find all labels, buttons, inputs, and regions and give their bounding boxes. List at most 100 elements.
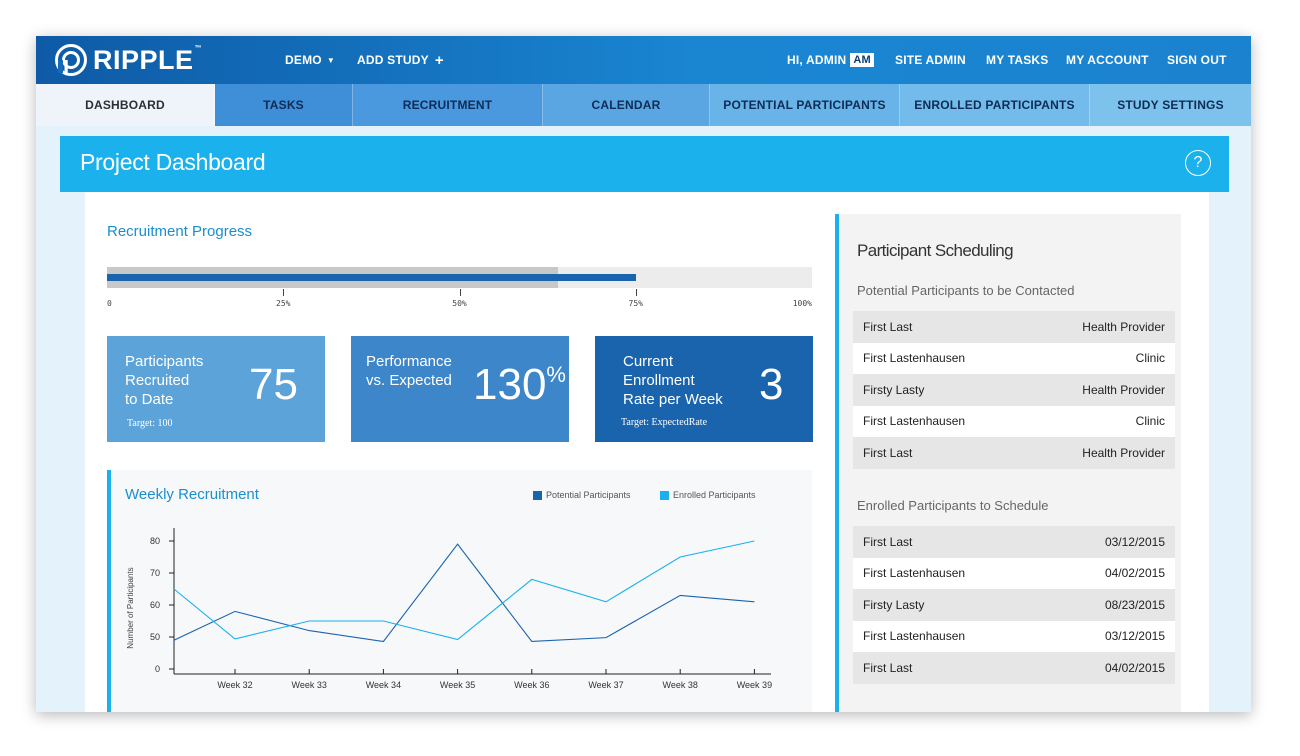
legend-enrolled: Enrolled Participants bbox=[660, 490, 756, 500]
x-tick-label: Week 38 bbox=[663, 680, 698, 690]
tab-study-settings[interactable]: STUDY SETTINGS bbox=[1090, 84, 1251, 126]
tab-recruitment[interactable]: RECRUITMENT bbox=[353, 84, 543, 126]
x-tick-label: Week 33 bbox=[292, 680, 327, 690]
contacted-table: First Last Health Provider First Lastenhau… bbox=[853, 311, 1175, 469]
x-tick-label: Week 32 bbox=[217, 680, 252, 690]
enrolled-row[interactable]: First Last 04/02/2015 bbox=[853, 652, 1175, 684]
tab-calendar[interactable]: CALENDAR bbox=[543, 84, 710, 126]
site-admin-link[interactable]: SITE ADMIN bbox=[895, 53, 966, 67]
contacted-row[interactable]: First Last Health Provider bbox=[853, 437, 1175, 469]
top-bar: RIPPLE™ DEMO ▼ ADD STUDY + HI, ADMIN AM … bbox=[36, 36, 1251, 84]
ripple-logo-icon bbox=[55, 44, 87, 76]
dashboard-content: Recruitment Progress 0 25% 50% 75% 100% Part… bbox=[85, 192, 1209, 712]
x-tick-label: Week 34 bbox=[366, 680, 401, 690]
x-tick-label: Week 37 bbox=[588, 680, 623, 690]
participant-scheduling-panel: Participant Scheduling Potential Partici… bbox=[835, 214, 1181, 712]
progress-tick bbox=[283, 289, 285, 296]
legend-potential: Potential Participants bbox=[533, 490, 631, 500]
page-header: Project Dashboard ? bbox=[60, 136, 1229, 192]
enrolled-table: First Last 03/12/2015 First Lastenhausen 04… bbox=[853, 526, 1175, 684]
stat-target: Target: ExpectedRate bbox=[621, 417, 708, 428]
stat-value-performance: 130% bbox=[473, 360, 566, 409]
participant-name: Firsty Lasty bbox=[863, 382, 925, 397]
progress-tick bbox=[635, 289, 637, 296]
x-tick-label: Week 39 bbox=[737, 680, 772, 690]
progress-tick-label: 100% bbox=[792, 299, 812, 308]
participant-source: Health Provider bbox=[1082, 382, 1165, 397]
main-tabs: DASHBOARD TASKS RECRUITMENT CALENDAR POT… bbox=[36, 84, 1251, 126]
contacted-row[interactable]: First Lastenhausen Clinic bbox=[853, 342, 1175, 374]
stat-value-rate: 3 bbox=[759, 360, 784, 409]
ripple-logo[interactable]: RIPPLE™ bbox=[54, 42, 202, 78]
y-tick-label: 50 bbox=[150, 632, 160, 642]
tab-tasks[interactable]: TASKS bbox=[215, 84, 353, 126]
stat-target: Target: 100 bbox=[127, 418, 173, 429]
legend-swatch bbox=[660, 490, 669, 500]
contacted-row[interactable]: First Lastenhausen Clinic bbox=[853, 405, 1175, 437]
my-account-link[interactable]: MY ACCOUNT bbox=[1066, 53, 1149, 67]
demo-label: DEMO bbox=[285, 53, 322, 67]
enrolled-row[interactable]: Firsty Lasty 08/23/2015 bbox=[853, 589, 1175, 621]
brand-name: RIPPLE™ bbox=[93, 44, 203, 75]
schedule-date: 08/23/2015 bbox=[1104, 597, 1165, 612]
add-study-button[interactable]: ADD STUDY + bbox=[357, 36, 444, 84]
enrolled-title: Enrolled Participants to Schedule bbox=[857, 498, 1049, 513]
series-line-enrolled bbox=[173, 540, 755, 641]
participant-name: First Last bbox=[863, 445, 913, 460]
contacted-row[interactable]: First Last Health Provider bbox=[853, 311, 1175, 343]
stat-label: Performance vs. Expected bbox=[366, 353, 452, 389]
enrolled-row[interactable]: First Lastenhausen 03/12/2015 bbox=[853, 620, 1175, 652]
participant-name: Firsty Lasty bbox=[863, 597, 925, 612]
participant-source: Health Provider bbox=[1082, 319, 1165, 334]
progress-tick bbox=[459, 289, 461, 296]
x-tick-label: Week 35 bbox=[440, 680, 475, 690]
participant-name: First Last bbox=[863, 534, 913, 549]
participant-name: First Last bbox=[863, 660, 913, 675]
tab-dashboard[interactable]: DASHBOARD bbox=[36, 84, 215, 126]
contacted-row[interactable]: Firsty Lasty Health Provider bbox=[853, 374, 1175, 406]
y-tick-label: 80 bbox=[150, 536, 160, 546]
user-greeting: HI, ADMIN AM bbox=[787, 36, 874, 84]
stat-value-recruited: 75 bbox=[249, 360, 298, 409]
stat-card-recruited: Participants Recruited to Date 75 Target… bbox=[107, 336, 325, 442]
schedule-date: 04/02/2015 bbox=[1104, 660, 1165, 675]
sign-out-link[interactable]: SIGN OUT bbox=[1167, 53, 1227, 67]
progress-actual-fill bbox=[107, 274, 636, 281]
enrolled-row[interactable]: First Lastenhausen 04/02/2015 bbox=[853, 557, 1175, 589]
tab-potential-participants[interactable]: POTENTIAL PARTICIPANTS bbox=[710, 84, 900, 126]
user-avatar[interactable]: AM bbox=[850, 53, 874, 67]
page-title: Project Dashboard bbox=[80, 149, 266, 175]
y-tick-label: 60 bbox=[150, 600, 160, 610]
participant-source: Health Provider bbox=[1082, 445, 1165, 460]
contacted-title: Potential Participants to be Contacted bbox=[857, 283, 1075, 298]
progress-tick-label: 25% bbox=[276, 299, 291, 308]
weekly-recruitment-panel: Weekly Recruitment Potential Participant… bbox=[107, 470, 812, 712]
add-study-label: ADD STUDY bbox=[357, 53, 429, 67]
schedule-date: 03/12/2015 bbox=[1104, 629, 1165, 644]
schedule-date: 03/12/2015 bbox=[1104, 534, 1165, 549]
scheduling-title: Participant Scheduling bbox=[857, 241, 1014, 260]
tab-enrolled-participants[interactable]: ENROLLED PARTICIPANTS bbox=[900, 84, 1090, 126]
demo-menu[interactable]: DEMO ▼ bbox=[285, 36, 335, 84]
stat-card-performance: Performance vs. Expected 130% bbox=[351, 336, 569, 442]
schedule-date: 04/02/2015 bbox=[1104, 566, 1165, 581]
participant-name: First Lastenhausen bbox=[863, 351, 966, 366]
participant-source: Clinic bbox=[1135, 351, 1165, 366]
participant-source: Clinic bbox=[1135, 414, 1165, 429]
stat-card-enrollment-rate: Current Enrollment Rate per Week 3 Targe… bbox=[595, 336, 813, 442]
participant-name: First Lastenhausen bbox=[863, 566, 966, 581]
legend-swatch bbox=[533, 490, 542, 500]
recruitment-progress-bar bbox=[107, 267, 812, 288]
plus-icon: + bbox=[434, 51, 444, 69]
app-window: RIPPLE™ DEMO ▼ ADD STUDY + HI, ADMIN AM … bbox=[36, 36, 1251, 712]
series-line-potential bbox=[173, 543, 755, 643]
enrolled-row[interactable]: First Last 03/12/2015 bbox=[853, 526, 1175, 558]
y-tick-label: 70 bbox=[150, 568, 160, 578]
my-tasks-link[interactable]: MY TASKS bbox=[986, 53, 1049, 67]
recruitment-progress-title: Recruitment Progress bbox=[107, 223, 253, 240]
x-tick-label: Week 36 bbox=[514, 680, 549, 690]
weekly-recruitment-chart: 0 50 60 70 80 Number of Participants Week 32 We… bbox=[126, 528, 772, 690]
progress-tick-label: 0 bbox=[107, 299, 112, 308]
y-tick-label: 0 bbox=[155, 664, 160, 674]
help-icon[interactable]: ? bbox=[1185, 150, 1211, 176]
